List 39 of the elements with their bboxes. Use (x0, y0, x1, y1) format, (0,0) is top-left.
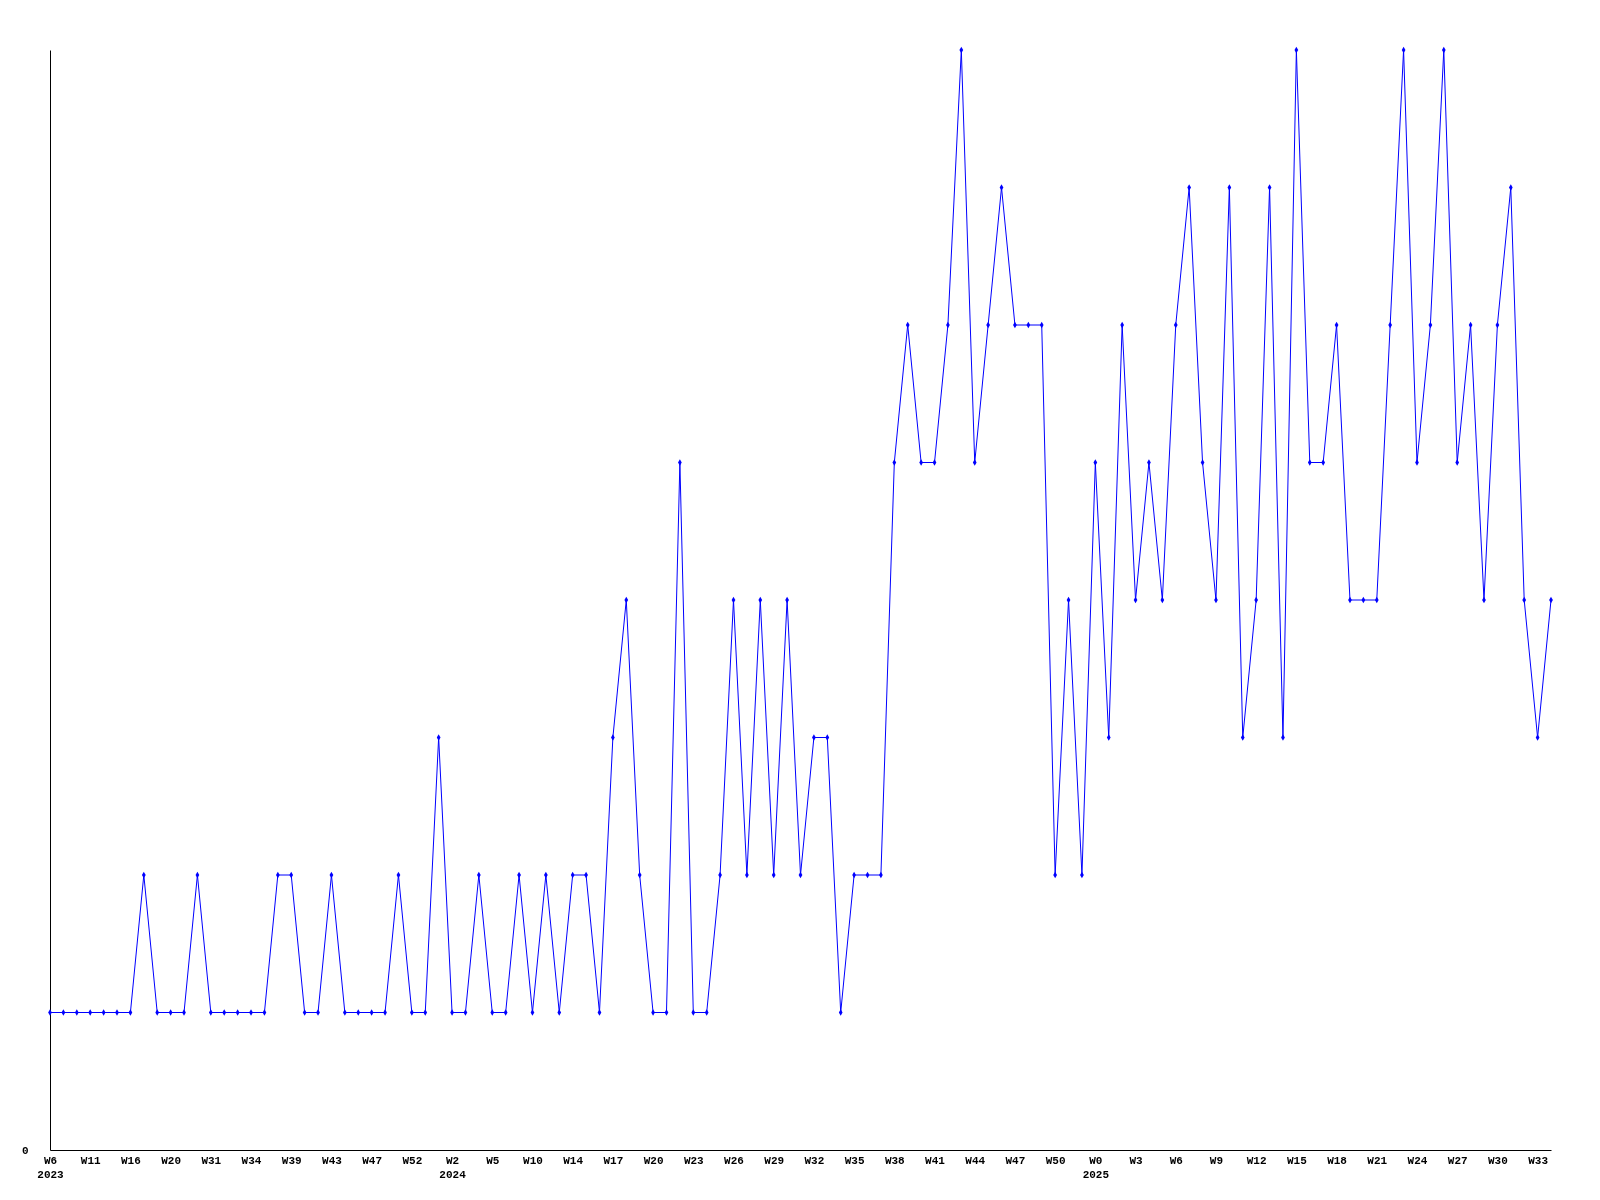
x-tick-label: W11 (80, 1155, 101, 1167)
x-tick-label: W5 (486, 1155, 500, 1167)
x-tick-label: W50 (1045, 1155, 1066, 1167)
x-tick-label: W32 (804, 1155, 825, 1167)
x-tick-label: W43 (322, 1155, 343, 1167)
x-tick-label: W16 (121, 1155, 141, 1167)
x-tick-label: W0 2025 (1082, 1155, 1110, 1181)
x-tick-label: W47 (1005, 1155, 1026, 1167)
x-tick-label: W6 2023 (37, 1155, 65, 1181)
x-tick-label: W12 (1246, 1155, 1267, 1167)
x-tick-label: W3 (1129, 1155, 1144, 1167)
x-tick-label: W20 (161, 1155, 182, 1167)
x-tick-label: W18 (1327, 1155, 1348, 1167)
x-tick-label: W26 (724, 1155, 744, 1167)
x-tick-label: W20 (643, 1155, 664, 1167)
x-tick-label: W52 (402, 1155, 423, 1167)
x-tick-label: W30 (1487, 1155, 1508, 1167)
x-tick-label: W15 (1286, 1155, 1308, 1167)
x-tick-label: W9 (1209, 1155, 1224, 1167)
x-tick-label: W6 (1169, 1155, 1183, 1167)
x-tick-label: W39 (281, 1155, 302, 1167)
x-tick-label: W10 (523, 1155, 543, 1167)
x-tick-label: W2 2024 (439, 1155, 467, 1181)
x-tick-label: W23 (683, 1155, 705, 1167)
x-tick-label: W41 (925, 1155, 946, 1167)
x-tick-label: W34 (241, 1155, 262, 1167)
x-tick-label: W31 (201, 1155, 222, 1167)
x-tick-label: W24 (1407, 1155, 1428, 1167)
x-tick-label: W21 (1367, 1155, 1388, 1167)
x-tick-label: W44 (965, 1155, 986, 1167)
x-tick-label: W35 (844, 1155, 865, 1167)
x-tick-label: W29 (764, 1155, 785, 1167)
x-tick-label: W14 (563, 1155, 584, 1167)
x-tick-label: W27 (1447, 1155, 1468, 1167)
x-tick-label: W38 (884, 1155, 906, 1167)
x-tick-label: W17 (603, 1155, 624, 1167)
x-tick-label: W33 (1528, 1155, 1549, 1167)
x-tick-label: W47 (362, 1155, 383, 1167)
text: 0 (22, 1145, 29, 1157)
